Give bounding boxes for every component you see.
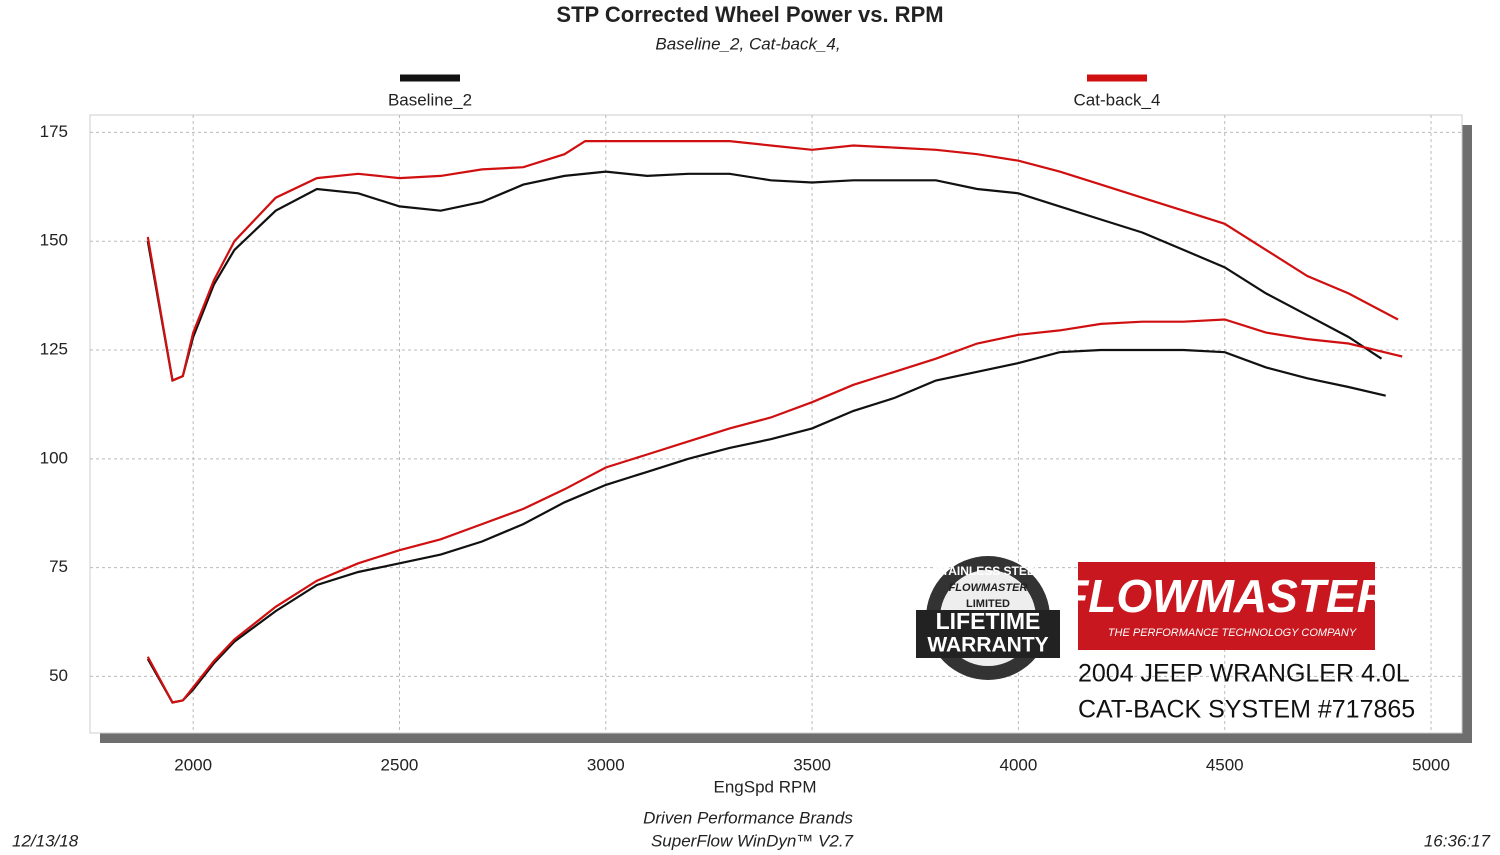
badge-ring: STAINLESS STEEL — [934, 564, 1042, 578]
x-tick-label: 2500 — [381, 755, 419, 774]
x-tick-label: 3500 — [793, 755, 831, 774]
x-tick-label: 4500 — [1206, 755, 1244, 774]
flowmaster-logo: FLOWMASTER THE PERFORMANCE TECHNOLOGY CO… — [1060, 562, 1415, 724]
chart-title: STP Corrected Wheel Power vs. RPM — [556, 2, 943, 27]
x-axis-label: EngSpd RPM — [714, 777, 817, 796]
logo-text: 2004 JEEP WRANGLER 4.0L — [1078, 660, 1410, 688]
y-tick-label: 100 — [40, 448, 68, 467]
badge-text: WARRANTY — [927, 634, 1048, 657]
data-line — [146, 348, 1386, 704]
y-tick-label: 150 — [40, 231, 68, 250]
x-tick-label: 4000 — [1000, 755, 1038, 774]
badge-brand: FLOWMASTER — [949, 582, 1028, 594]
logo-text: CAT-BACK SYSTEM #717865 — [1078, 696, 1415, 724]
data-line — [146, 170, 1383, 383]
time: 16:36:17 — [1424, 831, 1491, 850]
logo-name: FLOWMASTER — [1060, 570, 1390, 622]
badge-text: LIFETIME — [936, 608, 1041, 634]
logo-tagline: THE PERFORMANCE TECHNOLOGY COMPANY — [1108, 627, 1357, 639]
y-tick-label: 75 — [49, 557, 68, 576]
badge-limited: LIMITED — [966, 598, 1010, 610]
legend-label: Baseline_2 — [388, 90, 472, 109]
footer: SuperFlow WinDyn™ V2.7 — [651, 831, 854, 850]
y-tick-label: 125 — [40, 339, 68, 358]
date: 12/13/18 — [12, 831, 79, 850]
y-tick-label: 175 — [40, 122, 68, 141]
footer: Driven Performance Brands — [643, 808, 853, 827]
chart-subtitle: Baseline_2, Cat-back_4, — [655, 34, 840, 53]
warranty-badge: STAINLESS STEEL FLOWMASTER LIMITED LIFET… — [916, 556, 1060, 680]
data-line — [146, 140, 1399, 383]
x-tick-label: 3000 — [587, 755, 625, 774]
y-tick-label: 50 — [49, 666, 68, 685]
x-tick-label: 2000 — [174, 755, 212, 774]
legend-label: Cat-back_4 — [1074, 90, 1161, 109]
x-tick-label: 5000 — [1412, 755, 1450, 774]
data-line — [146, 318, 1403, 704]
